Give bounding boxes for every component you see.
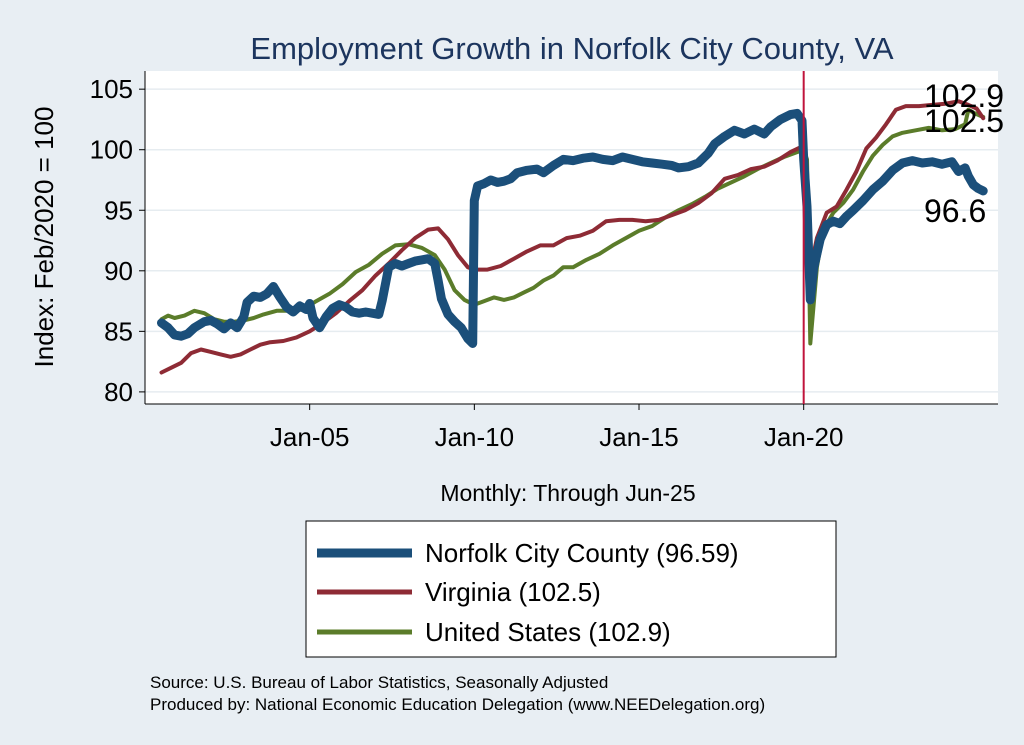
x-ticks: Jan-05 Jan-10 Jan-15 Jan-20 [270,404,844,452]
legend: Norfolk City County (96.59) Virginia (10… [305,520,837,658]
chart-title: Employment Growth in Norfolk City County… [250,31,893,66]
y-ticks: 80 85 90 95 100 105 [90,74,145,407]
y-tick-label-80: 80 [104,377,133,407]
series-line-1 [159,99,986,375]
x-tick-label-Jan-15: Jan-15 [599,422,679,452]
y-tick-label-95: 95 [104,195,133,225]
x-axis-note: Monthly: Through Jun-25 [440,480,695,506]
y-tick-label-100: 100 [90,135,133,165]
end-label-us: 102.9 [924,78,1004,114]
y-axis-label: Index: Feb/2020 = 100 [29,107,59,368]
x-tick-label-Jan-05: Jan-05 [270,422,350,452]
axes [144,71,998,405]
end-label-norfolk: 96.6 [924,193,986,229]
legend-label-us: United States (102.9) [425,617,671,647]
end-label-virginia: 102.5 [924,103,1004,139]
footer-source: Source: U.S. Bureau of Labor Statistics,… [150,673,608,692]
y-tick-label-90: 90 [104,256,133,286]
y-tick-label-85: 85 [104,316,133,346]
series-line-0 [157,108,988,348]
x-tick-label-Jan-10: Jan-10 [435,422,515,452]
footer-produced: Produced by: National Economic Education… [150,695,765,714]
x-tick-label-Jan-20: Jan-20 [764,422,844,452]
legend-label-norfolk: Norfolk City County (96.59) [425,538,739,568]
series-lines [157,99,988,375]
y-tick-label-105: 105 [90,74,133,104]
legend-label-virginia: Virginia (102.5) [425,577,601,607]
